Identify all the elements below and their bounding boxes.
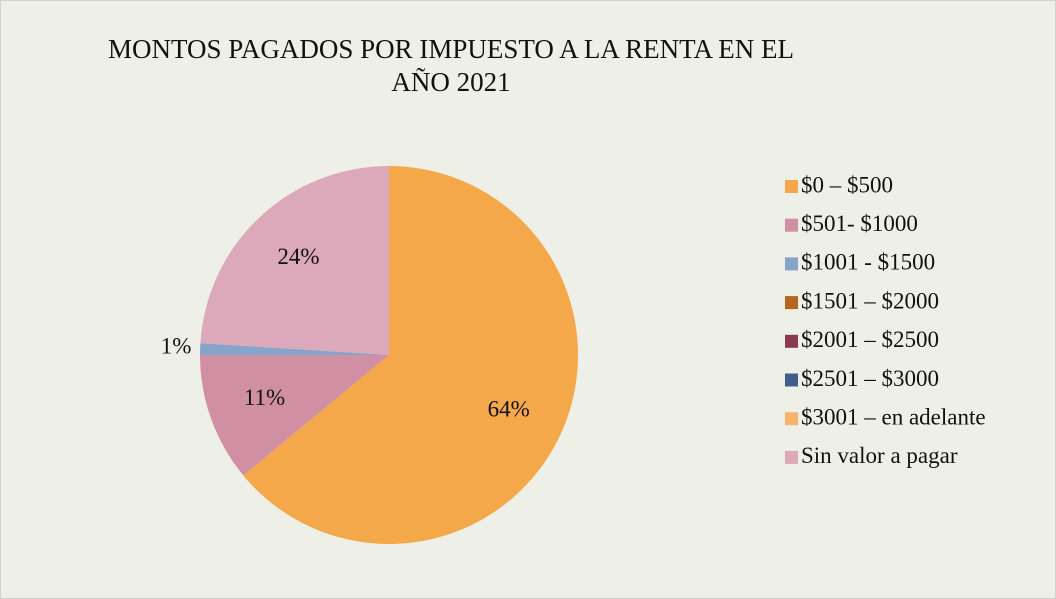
pie-slice (200, 166, 389, 355)
legend-swatch (785, 296, 798, 310)
legend-swatch (785, 450, 798, 464)
legend-swatch (785, 180, 798, 193)
chart-title: MONTOS PAGADOS POR IMPUESTO A LA RENTA E… (108, 34, 794, 97)
pie-slice (200, 343, 389, 355)
legend-label: $0 – $500 (801, 172, 893, 197)
legend-label: Sin valor a pagar (801, 443, 958, 468)
legend-label: $2501 – $3000 (801, 366, 939, 391)
legend-swatch (785, 257, 798, 271)
legend-label: $3001 – en adelante (801, 404, 986, 429)
legend-label: $1001 - $1500 (801, 250, 935, 275)
legend-swatch (785, 218, 798, 232)
legend-label: $501- $1000 (801, 211, 918, 236)
legend-swatch (785, 373, 798, 387)
data-label: 11% (244, 385, 285, 410)
data-label: 1% (161, 334, 192, 359)
legend-swatch (785, 412, 798, 426)
legend-label: $2001 – $2500 (801, 327, 939, 352)
pie-slice (243, 166, 579, 545)
data-label: 24% (277, 244, 319, 269)
data-label: 64% (488, 397, 530, 422)
pie-slice (200, 355, 389, 476)
legend-label: $1501 – $2000 (801, 288, 939, 313)
legend-swatch (785, 334, 798, 348)
